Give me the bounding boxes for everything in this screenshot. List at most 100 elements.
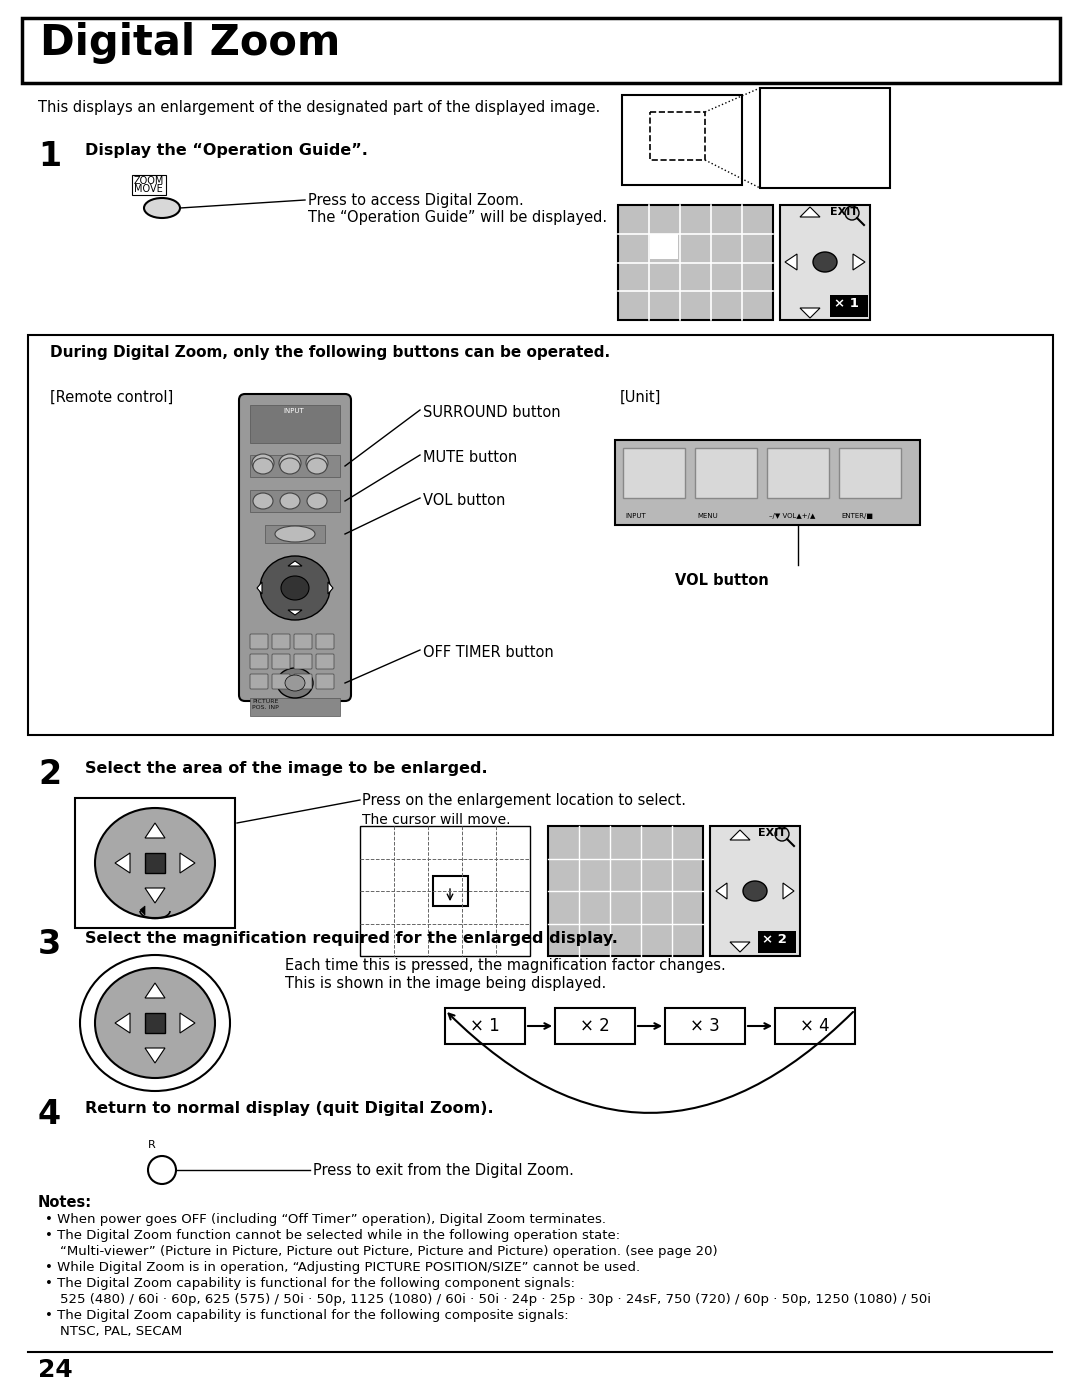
- Ellipse shape: [148, 1155, 176, 1185]
- Polygon shape: [288, 562, 302, 566]
- Bar: [650, 235, 678, 258]
- Bar: [665, 1009, 745, 1044]
- Text: VOL button: VOL button: [675, 573, 769, 588]
- Ellipse shape: [276, 668, 313, 698]
- Bar: [650, 112, 705, 161]
- Polygon shape: [145, 823, 165, 838]
- Polygon shape: [140, 907, 145, 915]
- Polygon shape: [180, 1013, 195, 1032]
- FancyBboxPatch shape: [239, 394, 351, 701]
- Bar: [249, 405, 340, 443]
- Bar: [249, 490, 340, 511]
- Ellipse shape: [281, 576, 309, 599]
- Text: [Unit]: [Unit]: [620, 390, 661, 405]
- Text: Press on the enlargement location to select.: Press on the enlargement location to sel…: [362, 793, 686, 807]
- Ellipse shape: [813, 251, 837, 272]
- FancyBboxPatch shape: [294, 673, 312, 689]
- Bar: [132, 175, 166, 196]
- Bar: [445, 1009, 525, 1044]
- Text: [Remote control]: [Remote control]: [50, 390, 173, 405]
- Bar: [775, 1009, 855, 1044]
- Polygon shape: [783, 883, 794, 900]
- Text: NTSC, PAL, SECAM: NTSC, PAL, SECAM: [60, 1324, 183, 1338]
- Ellipse shape: [279, 454, 301, 472]
- Bar: [28, 335, 1053, 735]
- Text: This is shown in the image being displayed.: This is shown in the image being display…: [285, 977, 606, 990]
- Text: 2: 2: [38, 759, 62, 791]
- Text: SURROUND button: SURROUND button: [423, 405, 561, 420]
- Text: Notes:: Notes:: [38, 1194, 92, 1210]
- Bar: [710, 826, 800, 956]
- Bar: [249, 698, 340, 717]
- Bar: [548, 826, 703, 956]
- Ellipse shape: [275, 527, 315, 542]
- Ellipse shape: [743, 882, 767, 901]
- Bar: [623, 448, 685, 497]
- Text: –/▼ VOL▲+/▲: –/▼ VOL▲+/▲: [769, 513, 815, 520]
- FancyBboxPatch shape: [316, 673, 334, 689]
- Text: • While Digital Zoom is in operation, “Adjusting PICTURE POSITION/SIZE” cannot b: • While Digital Zoom is in operation, “A…: [45, 1261, 640, 1274]
- Bar: [75, 798, 235, 928]
- Text: Press to exit from the Digital Zoom.: Press to exit from the Digital Zoom.: [313, 1162, 573, 1178]
- Text: 525 (480) / 60i · 60p, 625 (575) / 50i · 50p, 1125 (1080) / 60i · 50i · 24p · 25: 525 (480) / 60i · 60p, 625 (575) / 50i ·…: [60, 1294, 931, 1306]
- Text: × 2: × 2: [762, 933, 787, 946]
- FancyBboxPatch shape: [249, 654, 268, 669]
- Polygon shape: [800, 307, 820, 319]
- Text: Select the magnification required for the enlarged display.: Select the magnification required for th…: [85, 930, 618, 946]
- Ellipse shape: [253, 493, 273, 509]
- Text: • The Digital Zoom capability is functional for the following composite signals:: • The Digital Zoom capability is functio…: [45, 1309, 569, 1322]
- FancyBboxPatch shape: [294, 654, 312, 669]
- Text: INPUT: INPUT: [283, 408, 303, 414]
- Text: 3: 3: [38, 928, 62, 961]
- Polygon shape: [730, 830, 750, 840]
- Text: Return to normal display (quit Digital Zoom).: Return to normal display (quit Digital Z…: [85, 1101, 494, 1116]
- Text: MENU: MENU: [697, 513, 718, 520]
- Polygon shape: [716, 883, 727, 900]
- Bar: [615, 440, 920, 525]
- Text: R: R: [148, 1140, 156, 1150]
- Bar: [22, 18, 1059, 82]
- Bar: [767, 448, 829, 497]
- Text: The cursor will move.: The cursor will move.: [362, 813, 511, 827]
- Bar: [433, 876, 468, 907]
- Ellipse shape: [280, 458, 300, 474]
- Bar: [696, 448, 757, 497]
- Ellipse shape: [144, 198, 180, 218]
- FancyBboxPatch shape: [294, 634, 312, 650]
- FancyBboxPatch shape: [249, 673, 268, 689]
- Ellipse shape: [253, 458, 273, 474]
- Polygon shape: [785, 254, 797, 270]
- Text: ZOOM: ZOOM: [134, 176, 164, 186]
- Text: Digital Zoom: Digital Zoom: [40, 22, 340, 64]
- Polygon shape: [145, 1048, 165, 1063]
- FancyBboxPatch shape: [316, 634, 334, 650]
- Text: Display the “Operation Guide”.: Display the “Operation Guide”.: [85, 142, 368, 158]
- Text: × 4: × 4: [800, 1017, 829, 1035]
- Ellipse shape: [95, 807, 215, 918]
- Polygon shape: [853, 254, 865, 270]
- Polygon shape: [145, 888, 165, 902]
- Bar: [618, 205, 773, 320]
- Ellipse shape: [95, 968, 215, 1078]
- Text: This displays an enlargement of the designated part of the displayed image.: This displays an enlargement of the desi…: [38, 101, 600, 115]
- Text: During Digital Zoom, only the following buttons can be operated.: During Digital Zoom, only the following …: [50, 345, 610, 360]
- Ellipse shape: [280, 493, 300, 509]
- Ellipse shape: [307, 458, 327, 474]
- Polygon shape: [257, 583, 262, 594]
- Text: • When power goes OFF (including “Off Timer” operation), Digital Zoom terminates: • When power goes OFF (including “Off Ti…: [45, 1213, 606, 1227]
- FancyBboxPatch shape: [249, 634, 268, 650]
- Polygon shape: [180, 854, 195, 873]
- Text: EXIT: EXIT: [831, 207, 858, 217]
- Text: OFF TIMER button: OFF TIMER button: [423, 645, 554, 659]
- Text: × 3: × 3: [690, 1017, 720, 1035]
- Bar: [839, 448, 901, 497]
- Text: 4: 4: [38, 1098, 62, 1132]
- Bar: [360, 826, 530, 956]
- Polygon shape: [328, 583, 333, 594]
- Text: × 1: × 1: [470, 1017, 500, 1035]
- Text: • The Digital Zoom capability is functional for the following component signals:: • The Digital Zoom capability is functio…: [45, 1277, 575, 1289]
- Polygon shape: [800, 207, 820, 217]
- Text: EXIT: EXIT: [758, 828, 786, 838]
- Polygon shape: [145, 983, 165, 997]
- FancyBboxPatch shape: [272, 673, 291, 689]
